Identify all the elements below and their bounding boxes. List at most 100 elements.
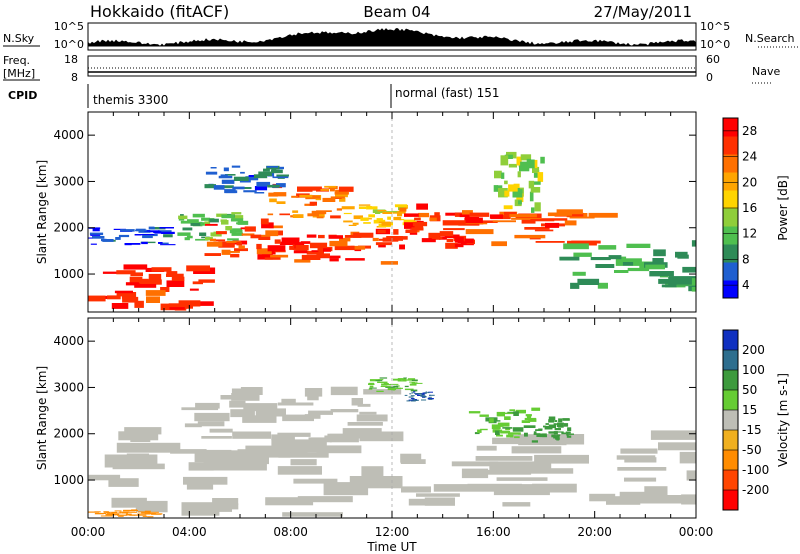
nsearch-tick-bottom: 10^0 (700, 38, 730, 51)
heatmap-cell (521, 219, 536, 224)
station-title: Hokkaido (fitACF) (90, 2, 229, 21)
heatmap-cell (210, 167, 217, 169)
heatmap-cell (366, 206, 372, 210)
heatmap-cell (515, 409, 526, 414)
heatmap-cell (232, 186, 245, 190)
heatmap-cell (111, 497, 147, 508)
heatmap-cell (307, 394, 319, 401)
heatmap-cell (409, 381, 418, 383)
heatmap-cell (290, 459, 317, 466)
heatmap-cell (233, 176, 249, 181)
heatmap-cell (376, 390, 384, 392)
heatmap-cell (166, 280, 185, 287)
heatmap-cell (563, 243, 589, 250)
heatmap-cell (112, 463, 165, 470)
power-y-axis-label: Slant Range [km] (35, 160, 49, 264)
heatmap-cell (195, 402, 220, 409)
heatmap-cell (421, 394, 426, 396)
colorbar-swatch (723, 208, 738, 227)
heatmap-cell (192, 281, 203, 285)
heatmap-cell (282, 414, 314, 422)
heatmap-cell (336, 208, 342, 211)
heatmap-cell (523, 425, 536, 428)
heatmap-cell (464, 238, 474, 244)
heatmap-cell (589, 493, 616, 502)
heatmap-cell (186, 265, 210, 272)
heatmap-cell (354, 248, 362, 252)
heatmap-cell (377, 229, 386, 234)
heatmap-cell (348, 224, 357, 226)
colorbar-tick-label: -200 (742, 483, 769, 497)
heatmap-cell (434, 212, 440, 216)
heatmap-cell (316, 445, 362, 454)
heatmap-cell (454, 244, 464, 248)
heatmap-cell (114, 510, 122, 512)
heatmap-cell (505, 427, 511, 431)
heatmap-cell (271, 167, 277, 170)
colorbar-tick-label: 15 (742, 403, 757, 417)
heatmap-cell (230, 253, 240, 258)
heatmap-cell (148, 273, 162, 280)
heatmap-cell (377, 381, 388, 383)
heatmap-cell (230, 218, 244, 222)
heatmap-cell (125, 514, 138, 516)
heatmap-cell (181, 502, 220, 516)
heatmap-cell (229, 251, 240, 253)
heatmap-cell (359, 411, 377, 415)
heatmap-cell (404, 213, 419, 217)
heatmap-cell (351, 398, 363, 406)
heatmap-cell (414, 393, 420, 394)
heatmap-cell (556, 436, 560, 441)
date-title: 27/May/2011 (594, 3, 692, 21)
heatmap-cell (281, 237, 300, 244)
heatmap-cell (204, 221, 211, 225)
heatmap-cell (524, 432, 528, 437)
heatmap-cell (501, 412, 513, 415)
heatmap-cell (293, 250, 308, 254)
heatmap-cell (619, 491, 656, 500)
heatmap-cell (177, 232, 191, 236)
heatmap-cell (144, 230, 160, 232)
colorbar-swatch (723, 190, 738, 209)
heatmap-cell (295, 245, 309, 251)
heatmap-cell (201, 217, 210, 221)
heatmap-cell (232, 228, 242, 231)
heatmap-cell (345, 258, 365, 261)
heatmap-cell (186, 481, 214, 490)
heatmap-cell (495, 430, 500, 435)
cpid-label: CPID (8, 89, 37, 102)
heatmap-cell (636, 495, 684, 504)
heatmap-cell (491, 241, 507, 247)
heatmap-cell (311, 210, 327, 215)
heatmap-cell (564, 220, 577, 226)
heatmap-cell (281, 398, 296, 404)
heatmap-cell (236, 241, 242, 246)
heatmap-cell (339, 197, 346, 202)
heatmap-cell (533, 431, 537, 435)
colorbar-tick-label: 200 (742, 343, 765, 357)
heatmap-cell (489, 461, 552, 473)
heatmap-cell (106, 295, 121, 300)
heatmap-cell (399, 207, 407, 212)
heatmap-cell (213, 239, 226, 242)
heatmap-cell (518, 200, 522, 205)
heatmap-cell (509, 214, 537, 218)
colorbar-swatch (723, 244, 738, 263)
heatmap-cell (158, 230, 172, 233)
heatmap-cell (477, 429, 482, 433)
heatmap-cell (617, 467, 667, 471)
heatmap-cell (532, 181, 541, 185)
colorbar-tick-label: 100 (742, 363, 765, 377)
power-panel: 1000 2000 3000 4000 Slant Range [km] (35, 111, 697, 313)
heatmap-cell (187, 219, 199, 224)
heatmap-cell (413, 391, 416, 393)
heatmap-cell (335, 192, 348, 198)
heatmap-cell (400, 459, 426, 464)
heatmap-cell (410, 400, 416, 402)
beam-title: Beam 04 (363, 3, 430, 21)
freq-tick-top: 18 (64, 53, 78, 66)
heatmap-cell (465, 229, 494, 235)
colorbar-swatch (723, 118, 738, 137)
heatmap-cell (209, 428, 233, 433)
y-tick-label: 2000 (53, 221, 84, 235)
